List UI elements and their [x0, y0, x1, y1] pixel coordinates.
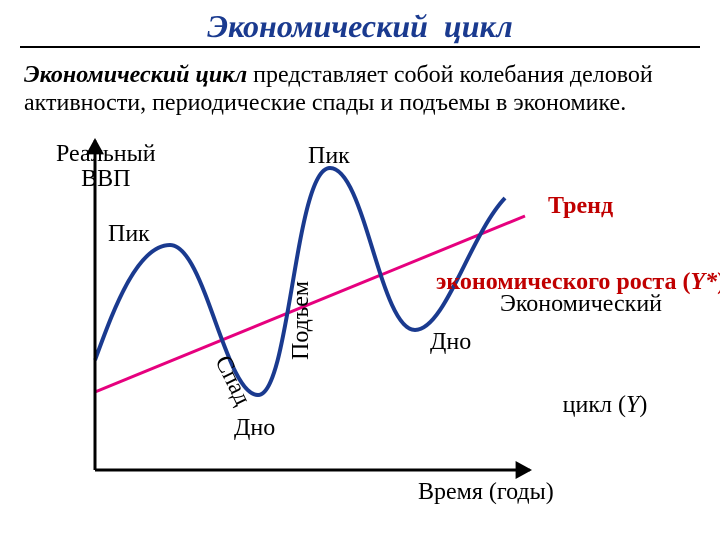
page-title: Экономический цикл — [0, 8, 720, 45]
peak-label-2: Пик — [308, 144, 350, 169]
y-axis-label: Реальный ВВП — [56, 142, 156, 192]
recovery-label: Подъем — [288, 281, 315, 360]
definition-lead: Экономический цикл — [24, 62, 247, 88]
trend-label-line1: Тренд — [436, 194, 720, 219]
title-underline — [20, 46, 700, 48]
cycle-label: Экономический цикл (Y) — [500, 242, 662, 494]
cycle-label-line2: цикл (Y) — [500, 368, 662, 444]
cycle-label-line1: Экономический — [500, 292, 662, 317]
x-axis-label: Время (годы) — [418, 480, 554, 505]
diagram-area: Реальный ВВП Пик Пик Дно Дно Спад Подъем… — [0, 120, 720, 520]
peak-label-1: Пик — [108, 222, 150, 247]
trough-label-1: Дно — [234, 416, 275, 441]
definition-text: Экономический цикл представляет собой ко… — [24, 62, 704, 117]
